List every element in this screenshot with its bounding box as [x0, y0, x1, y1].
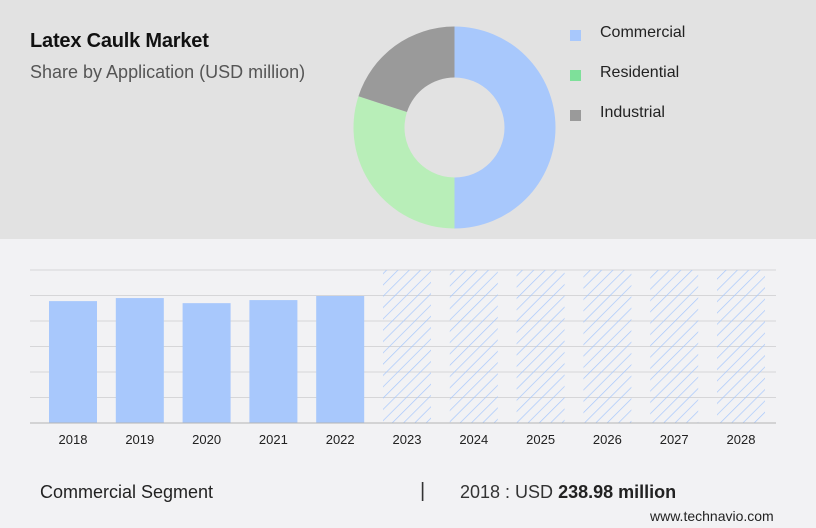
- legend-label: Residential: [600, 64, 680, 81]
- donut-chart: [353, 26, 556, 229]
- bar-2018: [49, 301, 97, 423]
- x-tick-label: 2020: [192, 432, 222, 447]
- bar-2020: [182, 303, 231, 423]
- bar-2027: [650, 270, 699, 423]
- x-tick-label: 2027: [659, 432, 689, 447]
- pie-panel: Latex Caulk Market Share by Application …: [0, 0, 816, 239]
- bar-2023: [383, 270, 431, 423]
- chart-subtitle: Share by Application (USD million): [30, 62, 306, 82]
- bar-chart: [30, 269, 776, 424]
- x-tick-label: 2019: [125, 432, 155, 447]
- bar-2028: [717, 270, 765, 423]
- source-link[interactable]: www.technavio.com: [650, 508, 774, 524]
- bar-2024: [449, 270, 498, 423]
- segment-label: Commercial Segment: [40, 482, 214, 502]
- bars: [49, 270, 765, 423]
- bar-2025: [516, 270, 565, 423]
- chart-title: Latex Caulk Market: [30, 30, 209, 52]
- donut-slice-residential: [353, 96, 455, 229]
- segment-value: 2018 : USD 238.98 million: [460, 482, 676, 503]
- segment-value-amount: 238.98 million: [558, 482, 677, 502]
- footer-separator: |: [420, 480, 426, 502]
- bar-2019: [115, 298, 164, 423]
- x-tick-label: 2018: [58, 432, 88, 447]
- bar-2021: [249, 300, 298, 423]
- x-tick-label: 2025: [526, 432, 556, 447]
- legend-label: Industrial: [600, 104, 665, 121]
- bar-2026: [583, 270, 632, 423]
- legend-swatch-residential: [570, 70, 581, 81]
- legend-label: Commercial: [600, 24, 686, 41]
- x-tick-label: 2022: [325, 432, 355, 447]
- legend-swatch-industrial: [570, 110, 581, 121]
- bar-2022: [316, 296, 365, 423]
- segment-year-prefix: 2018 : USD: [460, 482, 554, 502]
- donut-slice-commercial: [454, 26, 556, 229]
- legend-swatch-commercial: [570, 30, 581, 41]
- x-tick-label: 2028: [726, 432, 756, 447]
- x-tick-label: 2024: [459, 432, 489, 447]
- donut-slice-industrial: [358, 26, 455, 113]
- x-tick-label: 2026: [592, 432, 622, 447]
- x-tick-label: 2021: [258, 432, 288, 447]
- x-tick-label: 2023: [392, 432, 422, 447]
